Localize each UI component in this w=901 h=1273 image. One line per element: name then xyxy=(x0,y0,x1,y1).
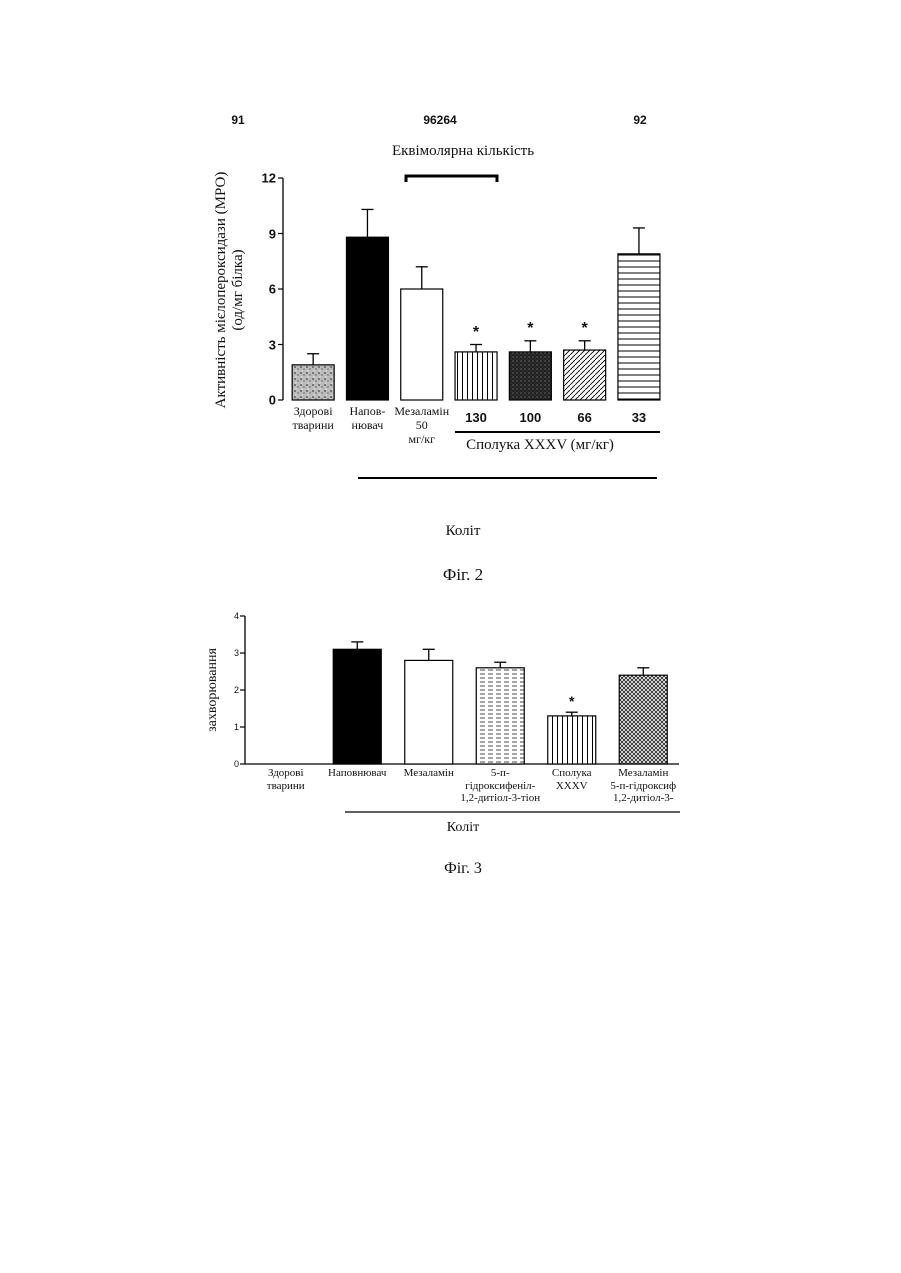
y-tick-label: 6 xyxy=(269,282,276,297)
y-tick-label: 3 xyxy=(269,337,276,352)
group-label: Сполука XXXV (мг/кг) xyxy=(466,437,614,454)
bar xyxy=(333,649,381,764)
figures xyxy=(0,0,901,1273)
bar xyxy=(564,350,606,400)
y-axis-label: Активність мієлопероксидази (МРО) (од/мг… xyxy=(213,172,248,409)
bar xyxy=(455,352,497,400)
x-tick-label: Здорові тварини xyxy=(292,405,333,433)
x-tick-label: 66 xyxy=(577,411,591,426)
x-tick-label: 5-п- гідроксифеніл- 1,2-дитіол-3-тіон xyxy=(460,767,540,805)
y-tick-label: 3 xyxy=(234,648,239,658)
bar xyxy=(401,289,443,400)
bracket xyxy=(406,176,497,182)
page: 91 96264 92 036912Здорові твариниНапов- … xyxy=(0,0,901,1273)
x-tick-label: 130 xyxy=(465,411,487,426)
page-number: 92 xyxy=(633,114,646,128)
x-tick-label: Сполука XXXV xyxy=(552,767,592,792)
significance-marker: * xyxy=(527,320,533,338)
y-tick-label: 9 xyxy=(269,226,276,241)
bar xyxy=(548,716,596,764)
figure-caption: Фіг. 3 xyxy=(444,860,482,878)
x-tick-label: 100 xyxy=(519,411,541,426)
patent-number: 96264 xyxy=(423,114,456,128)
y-tick-label: 1 xyxy=(234,722,239,732)
x-tick-label: 33 xyxy=(632,411,646,426)
x-tick-label: Мезаламін 5-п-гідроксиф 1,2-дитіол-3- xyxy=(610,767,676,805)
y-axis-label: захворювання xyxy=(205,648,221,732)
y-tick-label: 2 xyxy=(234,685,239,695)
condition-label: Коліт xyxy=(446,523,481,540)
significance-marker: * xyxy=(473,324,479,342)
bar xyxy=(476,668,524,764)
y-tick-label: 0 xyxy=(234,759,239,769)
x-tick-label: Мезаламін 50 мг/кг xyxy=(394,405,449,446)
condition-label: Коліт xyxy=(447,820,479,836)
page-number: 91 xyxy=(231,114,244,128)
annotation: Еквімолярна кількість xyxy=(392,143,534,160)
figure-caption: Фіг. 2 xyxy=(443,565,483,585)
y-tick-label: 0 xyxy=(269,393,276,408)
bar xyxy=(292,365,334,400)
significance-marker: * xyxy=(582,320,588,338)
x-tick-label: Мезаламін xyxy=(404,767,454,780)
y-tick-label: 12 xyxy=(262,171,276,186)
significance-marker: * xyxy=(569,693,574,709)
bar xyxy=(619,675,667,764)
bar xyxy=(405,660,453,764)
bar xyxy=(346,237,388,400)
bar xyxy=(618,254,660,400)
bar xyxy=(509,352,551,400)
x-tick-label: Напов- нювач xyxy=(349,405,385,433)
x-tick-label: Наповнювач xyxy=(328,767,386,780)
x-tick-label: Здорові тварини xyxy=(267,767,305,792)
y-tick-label: 4 xyxy=(234,611,239,621)
